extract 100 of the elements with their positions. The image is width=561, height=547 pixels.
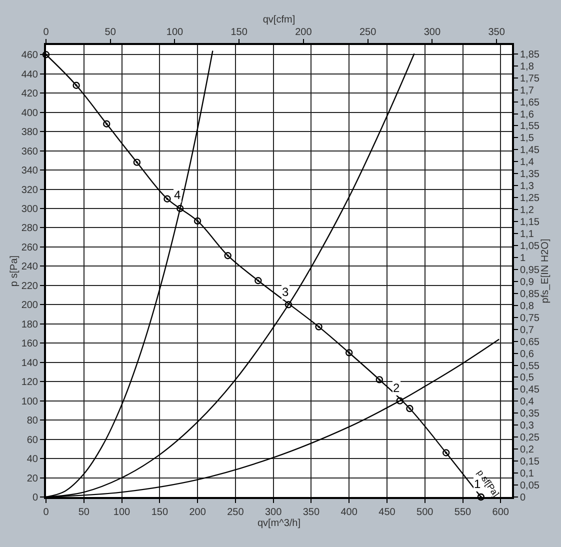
point [315,323,322,330]
y-tick-label: 180 [21,319,38,330]
y2-tick-label: 0,1 [520,468,534,480]
y-tick-label: 380 [21,127,38,138]
y-tick-label: 60 [26,434,38,446]
point [345,349,353,356]
x2-tick-label: 200 [295,27,312,38]
y2-tick-label: 1 [520,252,526,264]
point [442,449,450,456]
y-tick-label: 340 [21,166,38,177]
y2-tick-label: 0,35 [520,408,540,420]
y-axis-title: p s[Pa] [8,255,20,287]
y2-tick-label: 1,75 [520,73,540,84]
x2-tick-label: 150 [230,27,248,38]
annotation: 4 [174,188,181,202]
y-tick-label: 20 [26,473,38,484]
y2-tick-label: 0,15 [520,456,540,468]
y2-tick-label: 0,55 [520,360,540,372]
y2-tick-label: 1,15 [520,217,540,228]
x-tick-label: 0 [43,507,50,518]
x-tick-label: 500 [416,507,434,518]
y2-tick-label: 1,85 [520,49,540,60]
y2-tick-label: 1,8 [520,61,534,72]
y2-tick-label: 0,9 [520,276,534,288]
x-tick-label: 350 [302,507,320,518]
y2-tick-label: 1,3 [520,181,534,192]
y2-tick-label: 1,5 [520,133,534,144]
y2-tick-label: 0,7 [520,324,534,336]
point [176,204,184,212]
x2-axis-title: qv[cfm] [262,14,296,26]
y-tick-label: 200 [21,300,38,312]
point [284,301,292,308]
annotation: 3 [282,285,289,299]
y-tick-label: 160 [21,338,38,350]
y-tick-label: 140 [21,358,38,369]
point [406,404,414,412]
y2-tick-label: 0,2 [520,444,534,456]
x-tick-label: 150 [151,507,168,518]
y-tick-label: 440 [21,69,38,80]
y-tick-label: 300 [21,204,38,215]
point [254,277,262,284]
y2-axis-title: pfs_E[IN H2O] [540,238,551,304]
point [224,252,232,260]
x-tick-label: 100 [113,507,131,518]
y-tick-label: 420 [21,88,38,100]
y2-tick-label: 0,45 [520,384,540,396]
x-tick-label: 550 [454,507,472,518]
x-tick-label: 450 [378,507,396,518]
y2-tick-label: 1,25 [520,193,540,204]
y-tick-label: 80 [26,416,38,427]
y2-tick-label: 1,35 [520,169,540,180]
point [396,397,404,404]
y2-tick-label: 1,4 [520,157,534,168]
x-axis-title: qv[m^3/h] [257,518,301,529]
y2-tick-label: 0,25 [520,432,540,444]
point [72,82,80,89]
y2-tick-label: 0,8 [520,300,534,312]
y-tick-label: 360 [21,146,38,158]
y2-tick-label: 0,6 [520,348,534,360]
y-tick-label: 40 [26,454,38,466]
y-tick-label: 460 [21,50,38,62]
y-tick-label: 280 [21,223,38,234]
x-tick-label: 50 [78,507,90,518]
y2-tick-label: 0,95 [520,264,540,276]
point [164,195,171,202]
y2-tick-label: 0,5 [520,372,534,384]
y2-tick-label: 0,85 [520,288,540,300]
y2-tick-label: 1,45 [520,145,540,156]
y-tick-label: 120 [21,377,38,388]
y2-tick-label: 1,2 [520,205,534,216]
y2-tick-label: 0 [520,492,526,504]
point [103,120,110,128]
y-tick-label: 240 [21,262,38,273]
x-tick-label: 200 [189,507,206,518]
point [376,376,383,384]
x-tick-label: 300 [264,507,282,518]
point [133,158,141,166]
y2-tick-label: 0,65 [520,336,540,348]
y-tick-label: 220 [21,280,38,292]
x2-tick-label: 0 [43,27,50,38]
y-tick-label: 0 [32,492,38,504]
y2-tick-label: 1,1 [520,229,534,240]
y2-tick-label: 1,6 [520,109,534,120]
y2-tick-label: 1,55 [520,121,540,132]
annotation: 2 [393,381,400,395]
x2-tick-label: 300 [424,27,441,38]
x2-tick-label: 250 [359,27,377,38]
x2-tick-label: 350 [488,27,506,38]
point [194,217,202,225]
y-tick-label: 260 [21,242,38,254]
annotation: 1 [474,477,481,491]
x2-tick-label: 100 [166,27,184,38]
y-tick-label: 400 [21,108,38,119]
y-tick-label: 320 [21,184,38,196]
point [42,51,50,58]
x2-tick-label: 50 [104,27,116,38]
y2-tick-label: 0,05 [520,480,540,492]
x-tick-label: 400 [340,507,358,518]
y2-tick-label: 0,3 [520,420,534,432]
y2-tick-label: 1,65 [520,97,540,108]
